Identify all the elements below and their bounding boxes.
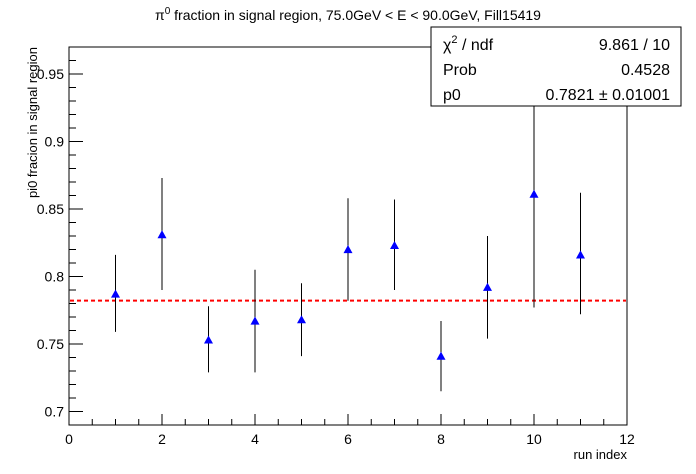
- chart-title-sup: 0: [165, 6, 171, 17]
- data-point: [157, 230, 167, 239]
- data-point: [111, 289, 120, 298]
- x-axis-title: run index: [574, 447, 628, 462]
- x-tick-label: 2: [158, 431, 166, 447]
- data-point: [390, 240, 399, 250]
- data-point: [483, 282, 492, 291]
- x-tick-label: 12: [619, 431, 635, 447]
- stats-row-prob-value: 0.4528: [621, 62, 670, 79]
- y-tick-label: 0.85: [37, 201, 64, 217]
- data-point: [297, 315, 306, 324]
- y-tick-label: 0.95: [37, 66, 64, 82]
- y-tick-label: 0.9: [45, 134, 65, 150]
- stats-chi2-sup: 2: [451, 34, 457, 46]
- x-tick-label: 4: [251, 431, 259, 447]
- stats-row-chi2-value: 9.861 / 10: [599, 37, 670, 54]
- chart-title: π0 fraction in signal region, 75.0GeV < …: [155, 6, 541, 23]
- stats-row-chi2-label: χ2 / ndf: [443, 34, 494, 54]
- chart-title-prefix: π: [155, 7, 165, 23]
- y-tick-label: 0.75: [37, 336, 64, 352]
- data-point: [250, 316, 260, 325]
- stats-row-p0-value: 0.7821 ± 0.01001: [546, 87, 671, 104]
- data-markers: [111, 189, 585, 360]
- x-tick-label: 6: [344, 431, 352, 447]
- y-axis-title: pi0 fracion in signal region: [25, 47, 40, 198]
- stats-row-p0-label: p0: [443, 87, 461, 104]
- x-tick-label: 8: [437, 431, 445, 447]
- data-point: [436, 351, 446, 360]
- error-bars: [115, 80, 581, 392]
- x-tick-label: 10: [526, 431, 542, 447]
- y-tick-label: 0.7: [45, 404, 65, 420]
- data-point: [343, 245, 353, 254]
- stats-row-prob-label: Prob: [443, 62, 477, 79]
- stats-chi2-symbol: χ: [443, 37, 452, 54]
- y-axis-ticks: 0.7 0.75 0.8 0.85 0.9 0.95: [37, 46, 83, 426]
- data-point: [204, 335, 213, 344]
- y-tick-label: 0.8: [45, 269, 65, 285]
- data-point: [576, 250, 585, 259]
- x-axis-ticks: 0 2 4 6 8 10 12: [65, 414, 635, 447]
- stats-chi2-rest: / ndf: [458, 37, 494, 54]
- x-tick-label: 0: [65, 431, 73, 447]
- data-point: [529, 189, 539, 198]
- stats-box: [430, 26, 682, 107]
- chart-title-rest: fraction in signal region, 75.0GeV < E <…: [170, 7, 541, 23]
